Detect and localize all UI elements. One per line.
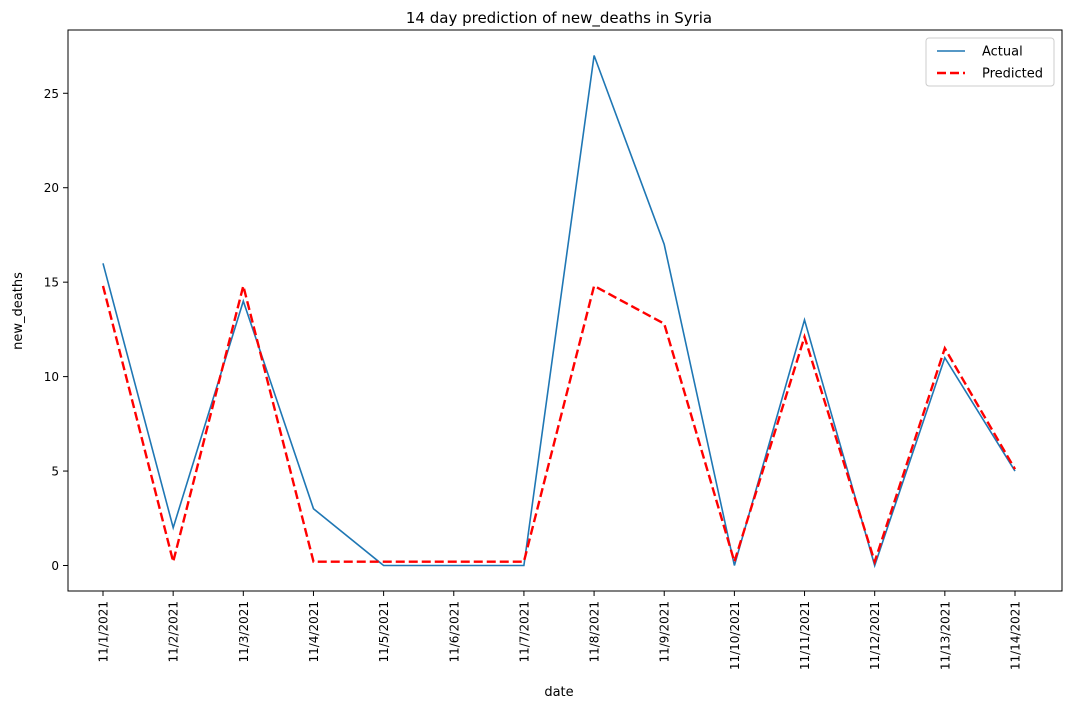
- legend: Actual Predicted: [925, 37, 1055, 87]
- x-tick-label: 11/5/2021: [377, 601, 391, 663]
- x-tick-label: 11/1/2021: [97, 601, 111, 663]
- x-tick-label: 11/7/2021: [517, 601, 531, 663]
- series-line-predicted: [101, 284, 1017, 566]
- x-tick-label: 11/14/2021: [1009, 601, 1023, 670]
- x-tick-label: 11/3/2021: [237, 601, 251, 663]
- y-tick-label: 0: [51, 559, 59, 573]
- plot-frame: [67, 29, 1063, 592]
- x-tick-label: 11/9/2021: [658, 601, 672, 663]
- x-tick-label: 11/4/2021: [307, 601, 321, 663]
- chart-title: 14 day prediction of new_deaths in Syria: [406, 9, 712, 28]
- x-tick-label: 11/10/2021: [728, 601, 742, 670]
- x-tick-label: 11/13/2021: [938, 601, 952, 670]
- y-tick-label: 15: [44, 276, 59, 290]
- x-tick-label: 11/6/2021: [447, 601, 461, 663]
- x-tick-label: 11/12/2021: [868, 601, 882, 670]
- y-tick-label: 5: [51, 465, 59, 479]
- legend-label-predicted: Predicted: [982, 67, 1043, 82]
- y-axis-label: new_deaths: [11, 272, 26, 350]
- legend-label-actual: Actual: [982, 45, 1023, 60]
- x-axis-ticks: 11/1/2021 11/2/2021 11/3/2021 11/4/2021 11/5…: [97, 591, 1023, 670]
- x-tick-label: 11/2/2021: [167, 601, 181, 663]
- x-tick-label: 11/11/2021: [798, 601, 812, 670]
- y-axis-ticks: 0 5 10 15 20 25: [44, 87, 68, 573]
- plot-area: [67, 29, 1063, 592]
- y-tick-label: 25: [44, 87, 59, 101]
- y-tick-label: 10: [44, 370, 59, 384]
- y-tick-label: 20: [44, 181, 59, 195]
- series-lines: [101, 55, 1017, 569]
- x-tick-label: 11/8/2021: [588, 601, 602, 663]
- x-axis-label: date: [544, 685, 573, 700]
